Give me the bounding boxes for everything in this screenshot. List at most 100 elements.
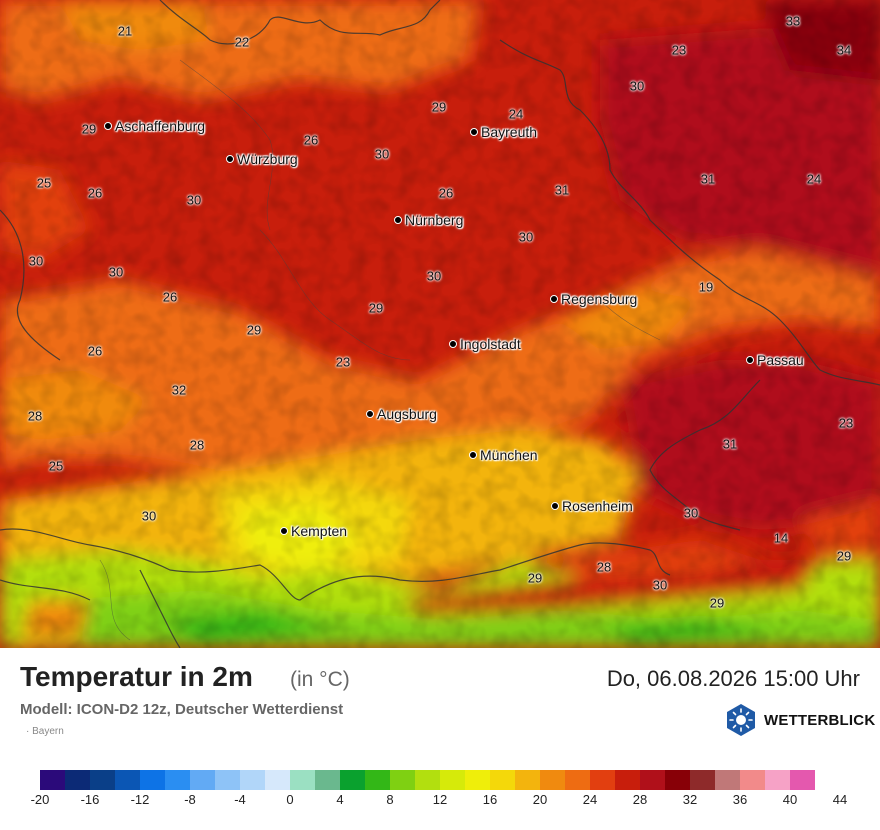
temperature-value: 26 bbox=[87, 343, 103, 359]
scale-swatch bbox=[515, 770, 540, 790]
scale-swatch bbox=[140, 770, 165, 790]
scale-tick-label: 36 bbox=[732, 792, 748, 807]
unit-label: (in °C) bbox=[290, 668, 350, 691]
temperature-value: 23 bbox=[335, 354, 351, 370]
city-ingolstadt[interactable]: Ingolstadt bbox=[449, 336, 521, 352]
scale-tick-label: 8 bbox=[386, 792, 394, 807]
temperature-value: 31 bbox=[700, 171, 716, 187]
scale-tick-label: -4 bbox=[234, 792, 246, 807]
scale-swatch bbox=[115, 770, 140, 790]
city-label: Regensburg bbox=[561, 291, 638, 307]
city-marker bbox=[746, 356, 754, 364]
city-marker bbox=[280, 527, 288, 535]
city-kempten[interactable]: Kempten bbox=[280, 523, 347, 539]
temperature-value: 30 bbox=[652, 577, 668, 593]
scale-swatch bbox=[490, 770, 515, 790]
city-rosenheim[interactable]: Rosenheim bbox=[551, 498, 633, 514]
scale-swatch bbox=[740, 770, 765, 790]
scale-swatch bbox=[440, 770, 465, 790]
city-label: Aschaffenburg bbox=[115, 118, 206, 134]
temperature-value: 29 bbox=[527, 570, 543, 586]
scale-tick-label: 28 bbox=[632, 792, 648, 807]
temperature-value: 29 bbox=[246, 322, 262, 338]
temperature-value: 28 bbox=[27, 408, 43, 424]
temperature-value: 30 bbox=[141, 508, 157, 524]
city-bayreuth[interactable]: Bayreuth bbox=[470, 124, 537, 140]
city-wuerzburg[interactable]: Würzburg bbox=[226, 151, 298, 167]
temperature-value: 34 bbox=[836, 42, 852, 58]
temperature-value: 30 bbox=[426, 268, 442, 284]
city-marker bbox=[551, 502, 559, 510]
scale-swatch bbox=[340, 770, 365, 790]
scale-swatch bbox=[190, 770, 215, 790]
city-regensburg[interactable]: Regensburg bbox=[550, 291, 637, 307]
city-marker bbox=[366, 410, 374, 418]
temperature-value: 25 bbox=[36, 175, 52, 191]
scale-swatch bbox=[215, 770, 240, 790]
map-title: Temperatur in 2m bbox=[20, 661, 253, 692]
temperature-value: 26 bbox=[162, 289, 178, 305]
forecast-datetime: Do, 06.08.2026 15:00 Uhr bbox=[606, 666, 860, 691]
city-label: Kempten bbox=[291, 523, 348, 539]
temperature-value: 33 bbox=[785, 13, 801, 29]
city-label: Rosenheim bbox=[562, 498, 633, 514]
scale-swatch bbox=[265, 770, 290, 790]
temperature-value: 30 bbox=[629, 78, 645, 94]
city-label: München bbox=[480, 447, 538, 463]
scale-tick-label: 24 bbox=[582, 792, 598, 807]
scale-swatch bbox=[665, 770, 690, 790]
scale-tick-label: 40 bbox=[782, 792, 798, 807]
city-aschaffenburg[interactable]: Aschaffenburg bbox=[104, 118, 205, 134]
scale-tick-label: 44 bbox=[832, 792, 848, 807]
scale-swatch bbox=[565, 770, 590, 790]
scale-tick-label: 32 bbox=[682, 792, 698, 807]
temperature-value: 30 bbox=[186, 192, 202, 208]
city-nuernberg[interactable]: Nürnberg bbox=[394, 212, 463, 228]
temperature-value: 30 bbox=[108, 264, 124, 280]
temperature-value: 19 bbox=[698, 279, 714, 295]
scale-swatch bbox=[590, 770, 615, 790]
scale-tick-label: 0 bbox=[286, 792, 294, 807]
city-marker bbox=[449, 340, 457, 348]
scale-swatch bbox=[715, 770, 740, 790]
temperature-value: 22 bbox=[234, 34, 250, 50]
city-label: Passau bbox=[757, 352, 804, 368]
temperature-value: 30 bbox=[683, 505, 699, 521]
scale-swatch bbox=[640, 770, 665, 790]
scale-swatch bbox=[65, 770, 90, 790]
scale-swatch bbox=[765, 770, 790, 790]
city-label: Augsburg bbox=[377, 406, 437, 422]
city-label: Ingolstadt bbox=[460, 336, 521, 352]
scale-swatch bbox=[465, 770, 490, 790]
scale-swatch bbox=[165, 770, 190, 790]
temperature-value: 26 bbox=[303, 132, 319, 148]
scale-tick-label: -20 bbox=[30, 792, 50, 807]
scale-tick-label: -12 bbox=[130, 792, 150, 807]
city-passau[interactable]: Passau bbox=[746, 352, 804, 368]
temperature-value: 31 bbox=[554, 182, 570, 198]
city-marker bbox=[470, 128, 478, 136]
scale-tick-label: -16 bbox=[80, 792, 100, 807]
scale-tick-label: 20 bbox=[532, 792, 548, 807]
logo-text: WETTERBLICK bbox=[764, 711, 876, 729]
temperature-value: 29 bbox=[368, 300, 384, 316]
city-label: Würzburg bbox=[237, 151, 298, 167]
city-muenchen[interactable]: München bbox=[469, 447, 538, 463]
temperature-value: 23 bbox=[838, 415, 854, 431]
temperature-value: 29 bbox=[431, 99, 447, 115]
scale-swatch bbox=[690, 770, 715, 790]
wetterblick-logo[interactable]: WETTERBLICK bbox=[724, 703, 875, 737]
map-background bbox=[0, 0, 880, 648]
city-augsburg[interactable]: Augsburg bbox=[366, 406, 437, 422]
temperature-map[interactable]: Aschaffenburg Würzburg Bayreuth Nürnberg… bbox=[0, 0, 880, 648]
region-label: · Bayern bbox=[26, 726, 64, 737]
scale-swatch bbox=[615, 770, 640, 790]
region-name: Bayern bbox=[32, 726, 64, 737]
color-scale bbox=[40, 770, 815, 790]
temperature-value: 30 bbox=[518, 229, 534, 245]
temperature-value: 26 bbox=[87, 185, 103, 201]
city-marker bbox=[550, 295, 558, 303]
scale-swatch bbox=[540, 770, 565, 790]
scale-swatch bbox=[390, 770, 415, 790]
city-label: Nürnberg bbox=[405, 212, 464, 228]
